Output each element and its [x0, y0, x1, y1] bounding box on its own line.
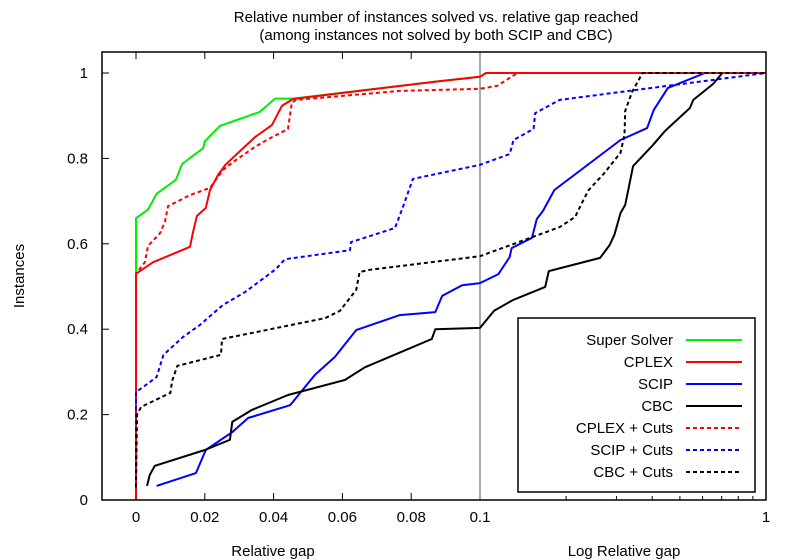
y-tick-label: 0.8 — [67, 150, 88, 167]
x-tick-label: 0.08 — [397, 509, 426, 526]
series-line-scip-cuts — [135, 72, 767, 488]
x-tick-label: 0.02 — [190, 509, 219, 526]
legend-label: CPLEX — [624, 354, 673, 371]
x-axis-label-log: Log Relative gap — [568, 543, 681, 560]
x-tick-label: 1 — [762, 509, 770, 526]
x-axis-label-linear: Relative gap — [231, 543, 314, 560]
y-tick-label: 1 — [80, 65, 88, 82]
series-line-cplex-cuts — [135, 72, 766, 500]
x-tick-label: 0.1 — [470, 509, 491, 526]
y-tick-label: 0.2 — [67, 407, 88, 424]
y-tick-label: 0.6 — [67, 236, 88, 253]
chart-title: Relative number of instances solved vs. … — [234, 9, 638, 26]
x-tick-label: 0 — [132, 509, 140, 526]
legend-label: Super Solver — [586, 332, 673, 349]
chart-subtitle: (among instances not solved by both SCIP… — [259, 27, 612, 44]
legend-label: CPLEX + Cuts — [576, 420, 673, 437]
y-tick-label: 0.4 — [67, 321, 88, 338]
y-tick-label: 0 — [80, 492, 88, 509]
legend: Super Solver CPLEX SCIP CBC CPLEX + Cuts SCIP… — [517, 317, 756, 493]
y-axis-label: Instances — [11, 244, 28, 308]
series-line-scip — [156, 72, 766, 487]
x-tick-label: 0.06 — [328, 509, 357, 526]
series-line-cplex — [135, 72, 766, 500]
series-line-cbc — [146, 72, 766, 487]
series-line-cbc-cuts — [135, 72, 766, 488]
legend-label: CBC + Cuts — [593, 464, 673, 481]
x-tick-label: 0.04 — [259, 509, 288, 526]
legend-label: SCIP — [638, 376, 673, 393]
legend-label: SCIP + Cuts — [590, 442, 673, 459]
legend-label: CBC — [641, 398, 673, 415]
plot-frame — [101, 51, 767, 501]
